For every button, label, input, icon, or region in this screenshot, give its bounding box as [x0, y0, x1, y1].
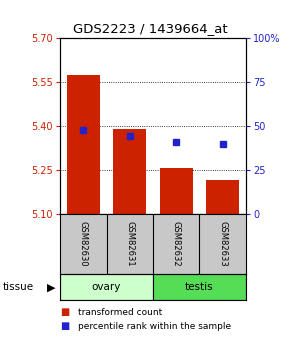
Bar [160, 168, 193, 214]
Text: ▶: ▶ [46, 282, 55, 292]
Text: tissue: tissue [3, 282, 34, 292]
Text: GSM82631: GSM82631 [125, 221, 134, 267]
Bar [60, 274, 153, 300]
Text: testis: testis [185, 282, 214, 292]
Text: GDS2223 / 1439664_at: GDS2223 / 1439664_at [73, 22, 227, 36]
Text: GSM82632: GSM82632 [172, 221, 181, 267]
Text: percentile rank within the sample: percentile rank within the sample [78, 322, 231, 331]
Bar [206, 180, 239, 214]
Text: GSM82630: GSM82630 [79, 221, 88, 267]
Bar [153, 274, 246, 300]
Text: ■: ■ [60, 321, 69, 331]
Bar [67, 75, 100, 214]
Text: GSM82633: GSM82633 [218, 221, 227, 267]
Text: ovary: ovary [92, 282, 121, 292]
Text: ■: ■ [60, 307, 69, 317]
Text: transformed count: transformed count [78, 308, 162, 317]
Bar [113, 129, 146, 214]
